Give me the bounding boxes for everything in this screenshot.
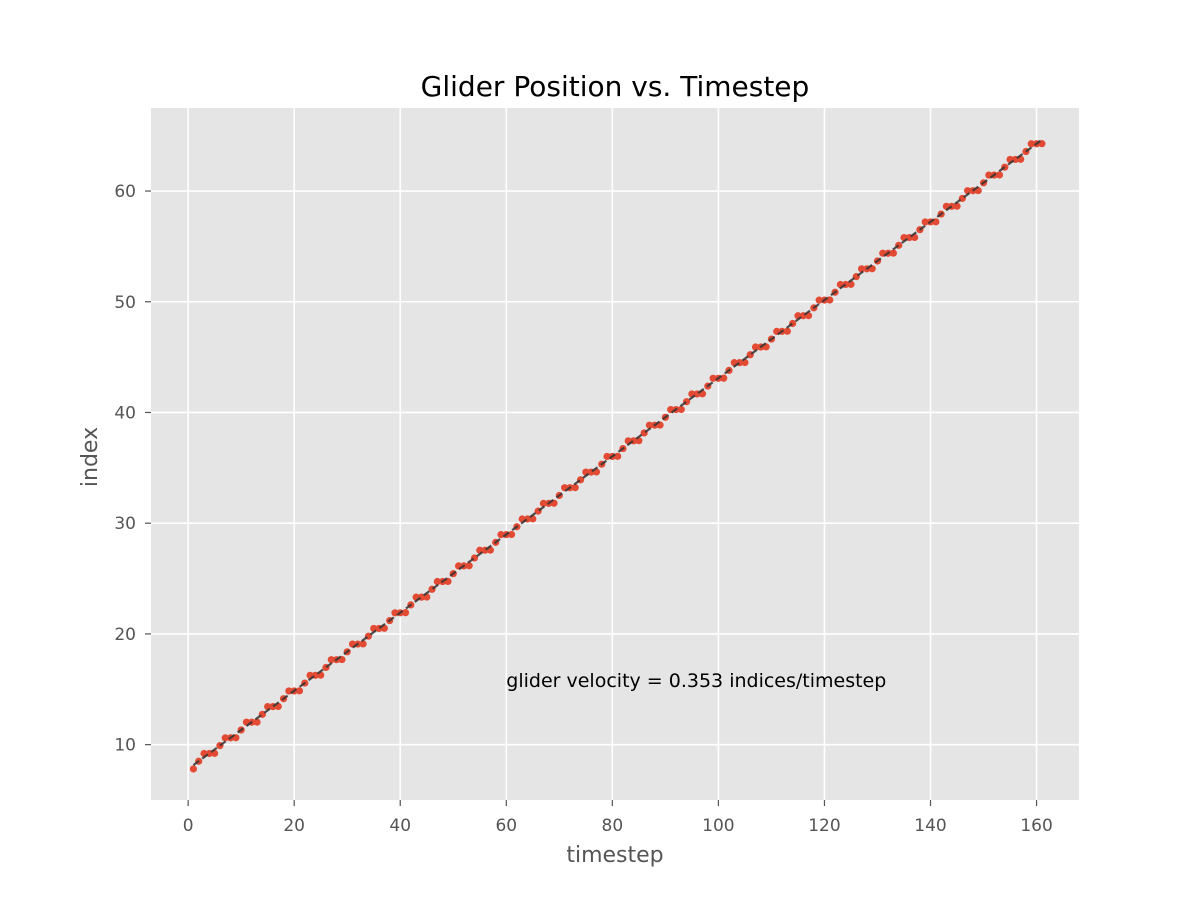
- data-point: [465, 562, 473, 570]
- y-tick-label: 40: [114, 403, 136, 423]
- x-tick-label: 100: [702, 816, 734, 836]
- y-axis-label: index: [78, 427, 103, 487]
- data-point: [1027, 140, 1035, 148]
- x-tick-label: 140: [914, 816, 946, 836]
- data-point: [327, 656, 335, 664]
- data-point: [603, 452, 611, 461]
- x-tick-label: 0: [183, 816, 194, 836]
- data-point: [677, 405, 685, 414]
- x-tick-label: 160: [1020, 816, 1052, 836]
- x-tick-label: 120: [808, 816, 840, 836]
- data-point: [645, 421, 654, 429]
- data-point: [614, 452, 622, 460]
- data-point: [953, 202, 961, 210]
- data-point: [921, 218, 929, 226]
- data-point: [401, 609, 410, 617]
- x-tick-label: 80: [602, 816, 624, 836]
- data-point: [751, 343, 760, 351]
- data-point: [539, 499, 548, 507]
- y-tick-label: 60: [114, 182, 136, 202]
- x-tick-label: 40: [389, 816, 411, 836]
- data-point: [433, 577, 441, 586]
- data-point: [295, 687, 304, 695]
- data-point: [815, 296, 823, 304]
- data-point: [995, 171, 1004, 179]
- data-point: [571, 483, 579, 492]
- data-point: [391, 609, 399, 617]
- y-axis-ticks: 10 20 30 40 50 60: [114, 182, 151, 756]
- data-point: [857, 265, 866, 273]
- x-tick-label: 20: [283, 816, 305, 836]
- x-axis-ticks: 0 20 40 60 80 100 120 140 160: [183, 800, 1053, 836]
- data-point: [709, 374, 717, 382]
- y-tick-label: 10: [114, 736, 136, 756]
- y-tick-label: 20: [114, 625, 136, 645]
- data-point: [359, 640, 367, 648]
- velocity-annotation: glider velocity = 0.353 indices/timestep: [506, 670, 886, 692]
- data-point: [783, 327, 791, 335]
- data-point: [720, 374, 728, 382]
- chart-title: Glider Position vs. Timestep: [421, 70, 810, 103]
- x-tick-label: 60: [495, 816, 517, 836]
- data-point: [889, 249, 898, 257]
- y-tick-label: 50: [114, 293, 136, 313]
- data-point: [497, 531, 505, 539]
- data-point: [221, 734, 229, 742]
- data-point: [189, 765, 198, 773]
- data-point: [507, 530, 516, 539]
- x-axis-label: timestep: [566, 843, 663, 868]
- y-tick-label: 30: [114, 514, 136, 534]
- data-point: [253, 718, 261, 726]
- data-point: [964, 187, 972, 195]
